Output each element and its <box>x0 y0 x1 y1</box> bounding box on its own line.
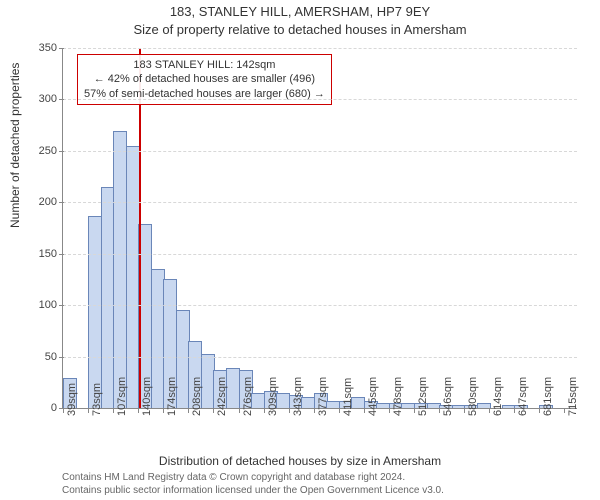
x-tick-label: 39sqm <box>66 383 78 416</box>
x-tick-label: 546sqm <box>442 377 454 416</box>
y-tick-label: 50 <box>45 351 63 363</box>
x-tick <box>239 408 240 413</box>
grid-line <box>63 254 577 255</box>
grid-line <box>63 357 577 358</box>
x-axis-label: Distribution of detached houses by size … <box>0 454 600 468</box>
title-description: Size of property relative to detached ho… <box>0 22 600 37</box>
x-tick <box>489 408 490 413</box>
grid-line <box>63 151 577 152</box>
attribution-line: Contains HM Land Registry data © Crown c… <box>62 472 444 485</box>
annotation-line: 183 STANLEY HILL: 142sqm <box>84 58 325 72</box>
x-tick-label: 512sqm <box>417 377 429 416</box>
chart-container: 183, STANLEY HILL, AMERSHAM, HP7 9EY Siz… <box>0 0 600 500</box>
attribution-line: Contains public sector information licen… <box>62 485 444 498</box>
annotation-line: ← 42% of detached houses are smaller (49… <box>84 72 325 86</box>
x-tick-label: 445sqm <box>367 377 379 416</box>
x-tick-label: 478sqm <box>392 377 404 416</box>
x-tick-label: 107sqm <box>116 377 128 416</box>
y-tick-label: 0 <box>51 402 63 414</box>
y-tick-label: 350 <box>39 42 63 54</box>
x-tick <box>389 408 390 413</box>
x-tick <box>414 408 415 413</box>
x-tick <box>63 408 64 413</box>
x-tick-label: 174sqm <box>166 377 178 416</box>
attribution: Contains HM Land Registry data © Crown c… <box>62 472 444 497</box>
annotation-box: 183 STANLEY HILL: 142sqm ← 42% of detach… <box>77 54 332 105</box>
x-tick-label: 715sqm <box>567 377 579 416</box>
x-tick <box>439 408 440 413</box>
x-tick <box>539 408 540 413</box>
x-tick-label: 614sqm <box>492 377 504 416</box>
grid-line <box>63 48 577 49</box>
x-tick <box>339 408 340 413</box>
x-tick-label: 73sqm <box>91 383 103 416</box>
x-tick <box>464 408 465 413</box>
x-tick-label: 681sqm <box>542 377 554 416</box>
x-tick <box>163 408 164 413</box>
x-tick-label: 208sqm <box>191 377 203 416</box>
x-tick <box>188 408 189 413</box>
x-tick <box>314 408 315 413</box>
grid-line <box>63 305 577 306</box>
x-tick-label: 309sqm <box>267 377 279 416</box>
x-tick <box>113 408 114 413</box>
x-tick-label: 580sqm <box>467 377 479 416</box>
x-tick <box>514 408 515 413</box>
y-tick-label: 300 <box>39 93 63 105</box>
title-address: 183, STANLEY HILL, AMERSHAM, HP7 9EY <box>0 4 600 19</box>
x-tick <box>88 408 89 413</box>
y-axis-label: Number of detached properties <box>8 63 22 228</box>
plot-area: 183 STANLEY HILL: 142sqm ← 42% of detach… <box>62 48 577 409</box>
x-tick-label: 377sqm <box>317 377 329 416</box>
x-tick <box>364 408 365 413</box>
grid-line <box>63 99 577 100</box>
grid-line <box>63 202 577 203</box>
x-tick-label: 411sqm <box>342 378 354 416</box>
y-tick-label: 100 <box>39 299 63 311</box>
x-tick <box>264 408 265 413</box>
x-tick-label: 242sqm <box>216 377 228 416</box>
y-tick-label: 150 <box>39 248 63 260</box>
y-tick-label: 200 <box>39 196 63 208</box>
x-tick <box>138 408 139 413</box>
x-tick-label: 140sqm <box>141 377 153 416</box>
x-tick <box>289 408 290 413</box>
y-tick-label: 250 <box>39 145 63 157</box>
x-tick-label: 343sqm <box>292 377 304 416</box>
x-tick <box>564 408 565 413</box>
x-tick-label: 276sqm <box>242 377 254 416</box>
x-tick-label: 647sqm <box>517 377 529 416</box>
x-tick <box>213 408 214 413</box>
